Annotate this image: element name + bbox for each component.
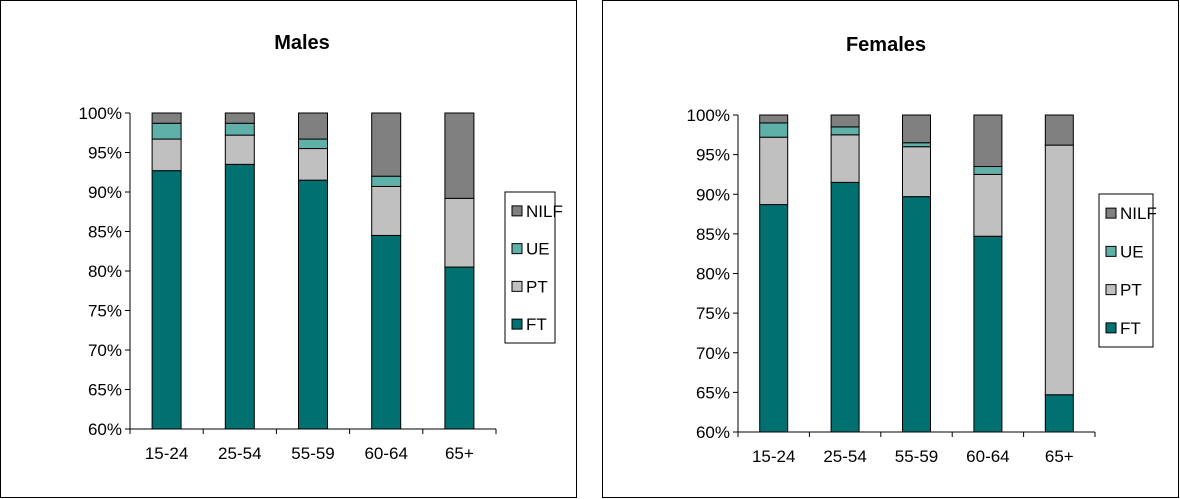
bar-segment-ue [151, 122, 182, 140]
bar-segment-nilf [902, 114, 931, 144]
chart-title: Females [846, 34, 926, 56]
y-tick-label: 85% [696, 225, 730, 244]
y-tick-label: 95% [696, 146, 730, 165]
bar-segment-ft [830, 181, 860, 433]
x-tick-label: 55-59 [895, 447, 938, 466]
legend-swatch-ue [511, 243, 523, 255]
bar-segment-pt [902, 146, 931, 198]
x-tick-label: 25-54 [823, 447, 866, 466]
bar-segment-ft [224, 163, 255, 430]
legend-swatch-pt [1105, 284, 1117, 296]
bar-segment-nilf [830, 114, 860, 128]
bar-segment-pt [830, 134, 860, 183]
bar-segment-nilf [1044, 114, 1074, 146]
bar-segment-ft [298, 179, 328, 430]
y-tick-label: 80% [88, 262, 122, 281]
y-tick-label: 90% [88, 183, 122, 202]
x-tick-label: 65+ [1045, 447, 1074, 466]
y-tick-label: 75% [88, 302, 122, 321]
legend-swatch-ft [511, 318, 523, 330]
bar-segment-nilf [371, 112, 402, 177]
y-tick-label: 90% [696, 185, 730, 204]
bar-segment-ue [759, 122, 789, 138]
y-tick-label: 65% [88, 381, 122, 400]
bar-segment-ft [151, 170, 182, 430]
legend-box [504, 191, 556, 344]
legend-box [1098, 193, 1154, 348]
bar-segment-ue [902, 142, 931, 148]
legend-swatch-nilf [511, 205, 523, 217]
y-tick-label: 65% [696, 383, 730, 402]
legend-swatch-ue [1105, 245, 1117, 257]
y-tick-label: 70% [88, 341, 122, 360]
x-tick-label: 60-64 [966, 447, 1009, 466]
legend-label-nilf: NILF [526, 202, 563, 221]
x-tick-label: 60-64 [364, 444, 407, 463]
chart-title: Males [274, 32, 330, 54]
y-tick-label: 95% [88, 144, 122, 163]
x-tick-label: 65+ [445, 444, 474, 463]
bar-segment-nilf [151, 112, 182, 124]
x-tick-label: 15-24 [752, 447, 795, 466]
bar-segment-ue [371, 175, 402, 187]
bar-segment-ft [759, 204, 789, 433]
females-chart-panel: Females 60% 65% 70% 75% 80% 85% 90% 95% 100% 15-24… [602, 0, 1179, 498]
bar-segment-ue [224, 122, 255, 136]
bar-segment-ft [1044, 394, 1074, 433]
y-tick-label: 100% [79, 104, 122, 123]
bar-segment-nilf [444, 112, 475, 199]
bar-segment-ft [444, 266, 475, 430]
legend-label-ft: FT [526, 315, 547, 334]
x-tick-label: 25-54 [218, 444, 261, 463]
bar-segment-ft [973, 235, 1003, 433]
legend-label-pt: PT [1120, 281, 1142, 300]
bar-segment-ft [902, 196, 931, 433]
bar-segment-pt [759, 136, 789, 206]
y-tick-label: 70% [696, 344, 730, 363]
y-tick-label: 100% [687, 106, 730, 125]
males-chart: Males 60% 65% 70% 75% 80% 85% 90% 95% 100% 15-24 25… [79, 32, 563, 463]
bar-segment-pt [1044, 144, 1074, 396]
y-tick-label: 85% [88, 223, 122, 242]
y-tick-label: 60% [696, 423, 730, 442]
bar-segment-nilf [759, 114, 789, 124]
legend-label-ue: UE [526, 240, 550, 259]
bar-segment-pt [224, 134, 255, 165]
x-tick-label: 55-59 [291, 444, 334, 463]
bar-segment-ue [298, 138, 328, 150]
legend-swatch-ft [1105, 322, 1117, 334]
bar-segment-ue [830, 126, 860, 136]
legend-swatch-pt [511, 280, 523, 292]
legend-swatch-nilf [1105, 207, 1117, 219]
legend-label-ft: FT [1120, 319, 1141, 338]
females-chart: Females 60% 65% 70% 75% 80% 85% 90% 95% 100% 15-24… [687, 34, 1157, 466]
bar-segment-nilf [973, 114, 1003, 168]
bar-segment-pt [298, 148, 328, 181]
y-tick-label: 75% [696, 304, 730, 323]
y-tick-label: 80% [696, 265, 730, 284]
bar-segment-nilf [224, 112, 255, 124]
bar-segment-pt [151, 138, 182, 172]
y-tick-label: 60% [88, 420, 122, 439]
bar-segment-ft [371, 234, 402, 430]
bar-segment-pt [973, 173, 1003, 237]
x-tick-label: 15-24 [145, 444, 188, 463]
legend-label-pt: PT [526, 277, 548, 296]
bar-segment-nilf [298, 112, 328, 140]
bar-segment-ue [973, 166, 1003, 175]
legend-label-ue: UE [1120, 242, 1144, 261]
males-chart-panel: Males 60% 65% 70% 75% 80% 85% 90% 95% 100% 15-24 25… [0, 0, 577, 498]
bar-segment-pt [444, 197, 475, 268]
bar-segment-pt [371, 185, 402, 236]
legend-label-nilf: NILF [1120, 204, 1157, 223]
